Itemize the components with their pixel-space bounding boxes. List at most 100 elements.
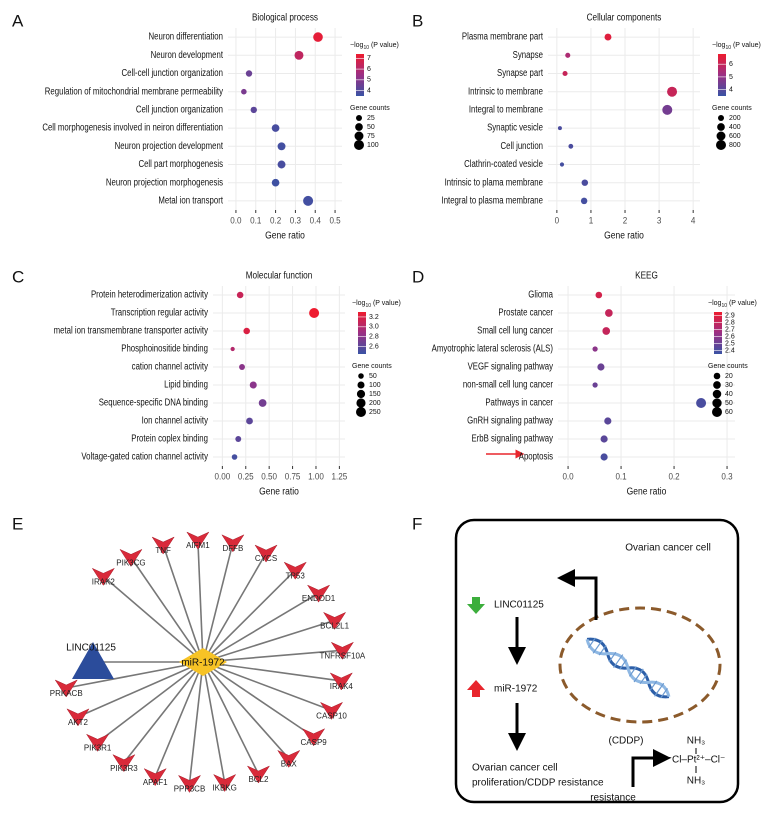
edge: [202, 661, 315, 738]
dot: [580, 197, 588, 205]
category-label: Cell junction organization: [136, 105, 223, 116]
edge: [97, 661, 204, 743]
x-tick-label: 0.3: [290, 216, 301, 227]
size-key: [717, 123, 725, 131]
dot: [294, 50, 304, 60]
target-node: [221, 534, 245, 553]
size-label: 250: [369, 409, 381, 416]
network: IRAK2 PIK3CG TNF AIFM1 DFFB CYCS TP53 ENDOD1 BCL…: [50, 531, 366, 794]
dot: [662, 104, 673, 115]
dot-plot: Protein heterodimerization activity Trans…: [54, 271, 401, 498]
legend-title: Gene counts: [352, 363, 392, 370]
target-node: [254, 544, 278, 563]
category-label: VEGF signaling pathway: [468, 362, 553, 373]
x-tick-label: 2: [623, 216, 628, 227]
nucleus: [558, 606, 722, 724]
target-node: [319, 701, 344, 720]
target-node: [112, 754, 136, 773]
category-label: Amyotrophic lateral sclerosis (ALS): [432, 344, 553, 355]
legend-title-part: (P value): [731, 42, 761, 49]
category-label: metal ion transmembrane transporter acti…: [54, 326, 208, 337]
dot: [313, 32, 323, 42]
colorbar: [356, 54, 364, 96]
size-label: 150: [369, 391, 381, 398]
category-label: Phosphoinositide binding: [121, 344, 208, 355]
size-label: 50: [367, 124, 375, 131]
target-node: [177, 774, 202, 793]
center-node: [179, 648, 227, 676]
x-tick-label: 0.5: [329, 216, 340, 227]
category-label: Neuron development: [151, 50, 224, 61]
size-label: 40: [725, 391, 733, 398]
edge: [202, 552, 267, 663]
legend-title: −log10 (P value): [352, 300, 401, 309]
arrow: [557, 569, 598, 620]
category-label: Prostate cancer: [498, 308, 553, 319]
node-label: BCL2L1: [320, 622, 349, 631]
target-node: [151, 536, 175, 555]
legend-title: −log10 (P value): [350, 42, 399, 51]
edge: [188, 661, 204, 784]
category-label: Neuron projection morphogenesis: [106, 177, 223, 188]
edge: [66, 661, 204, 689]
legend-title-part: −log: [352, 300, 366, 307]
node-label: IRAK2: [92, 577, 116, 586]
size-label: 400: [729, 124, 741, 131]
category-label: Sequence-specific DNA binding: [99, 398, 208, 409]
x-axis-label: Gene ratio: [259, 487, 299, 498]
plot-area: [548, 28, 700, 210]
x-tick-label: 0.0: [230, 216, 241, 227]
size-key: [712, 389, 722, 399]
dot: [604, 417, 612, 425]
colorbar-label: 4: [367, 87, 371, 94]
dot: [568, 143, 574, 149]
category-label: Transcription regular activity: [111, 308, 208, 319]
down-regulated-icon: [467, 597, 485, 614]
colorbar-label: 7: [367, 55, 371, 62]
size-key: [355, 123, 363, 131]
dot: [246, 417, 253, 425]
category-label: ErbB signaling pathway: [471, 434, 553, 445]
target-node: [277, 749, 301, 768]
legend-title: Gene counts: [708, 363, 748, 370]
category-label: non-small cell lung cancer: [463, 380, 554, 391]
x-tick-label: 4: [691, 216, 696, 227]
node-label: TNF: [155, 546, 171, 555]
target-node: [330, 641, 355, 660]
plot-area: [558, 286, 735, 466]
source-node: [72, 642, 114, 679]
target-node: [54, 679, 78, 698]
edge: [102, 575, 204, 663]
category-label: Cell part morphogenesis: [138, 159, 223, 170]
dot: [592, 346, 598, 352]
chart-title: Cellular components: [587, 13, 662, 24]
size-key: [354, 140, 364, 150]
chart-title: KEEG: [635, 271, 658, 282]
colorbar-label: 5: [729, 74, 733, 81]
center-label: miR-1972: [181, 658, 225, 669]
structure-text: NH₃: [687, 736, 706, 747]
size-key: [713, 372, 721, 380]
x-axis-label: Gene ratio: [627, 487, 667, 498]
category-label: Apoptosis: [519, 452, 553, 463]
target-node: [246, 765, 271, 784]
target-node: [91, 567, 115, 586]
edge: [77, 661, 204, 718]
colorbar-label: 2.7: [725, 326, 735, 333]
dot: [600, 453, 608, 461]
target-node: [212, 773, 237, 792]
chart-title: Biological process: [252, 13, 318, 24]
legend-title-part: 10: [721, 303, 727, 309]
dot-plot: Glioma Prostate cancer Small cell lung can…: [432, 271, 757, 498]
category-label: Cell junction: [501, 141, 543, 152]
category-label: Lipid binding: [164, 380, 208, 391]
dot: [303, 195, 314, 206]
dot: [597, 363, 605, 371]
legend-title-part: (P value): [369, 42, 399, 49]
size-label: 100: [367, 142, 379, 149]
x-tick-label: 1.25: [332, 472, 348, 483]
node-label: PIK3CG: [116, 558, 145, 567]
legend-title: −log10 (P value): [712, 42, 761, 51]
legend-title: Gene counts: [712, 105, 752, 112]
dot: [595, 291, 603, 299]
